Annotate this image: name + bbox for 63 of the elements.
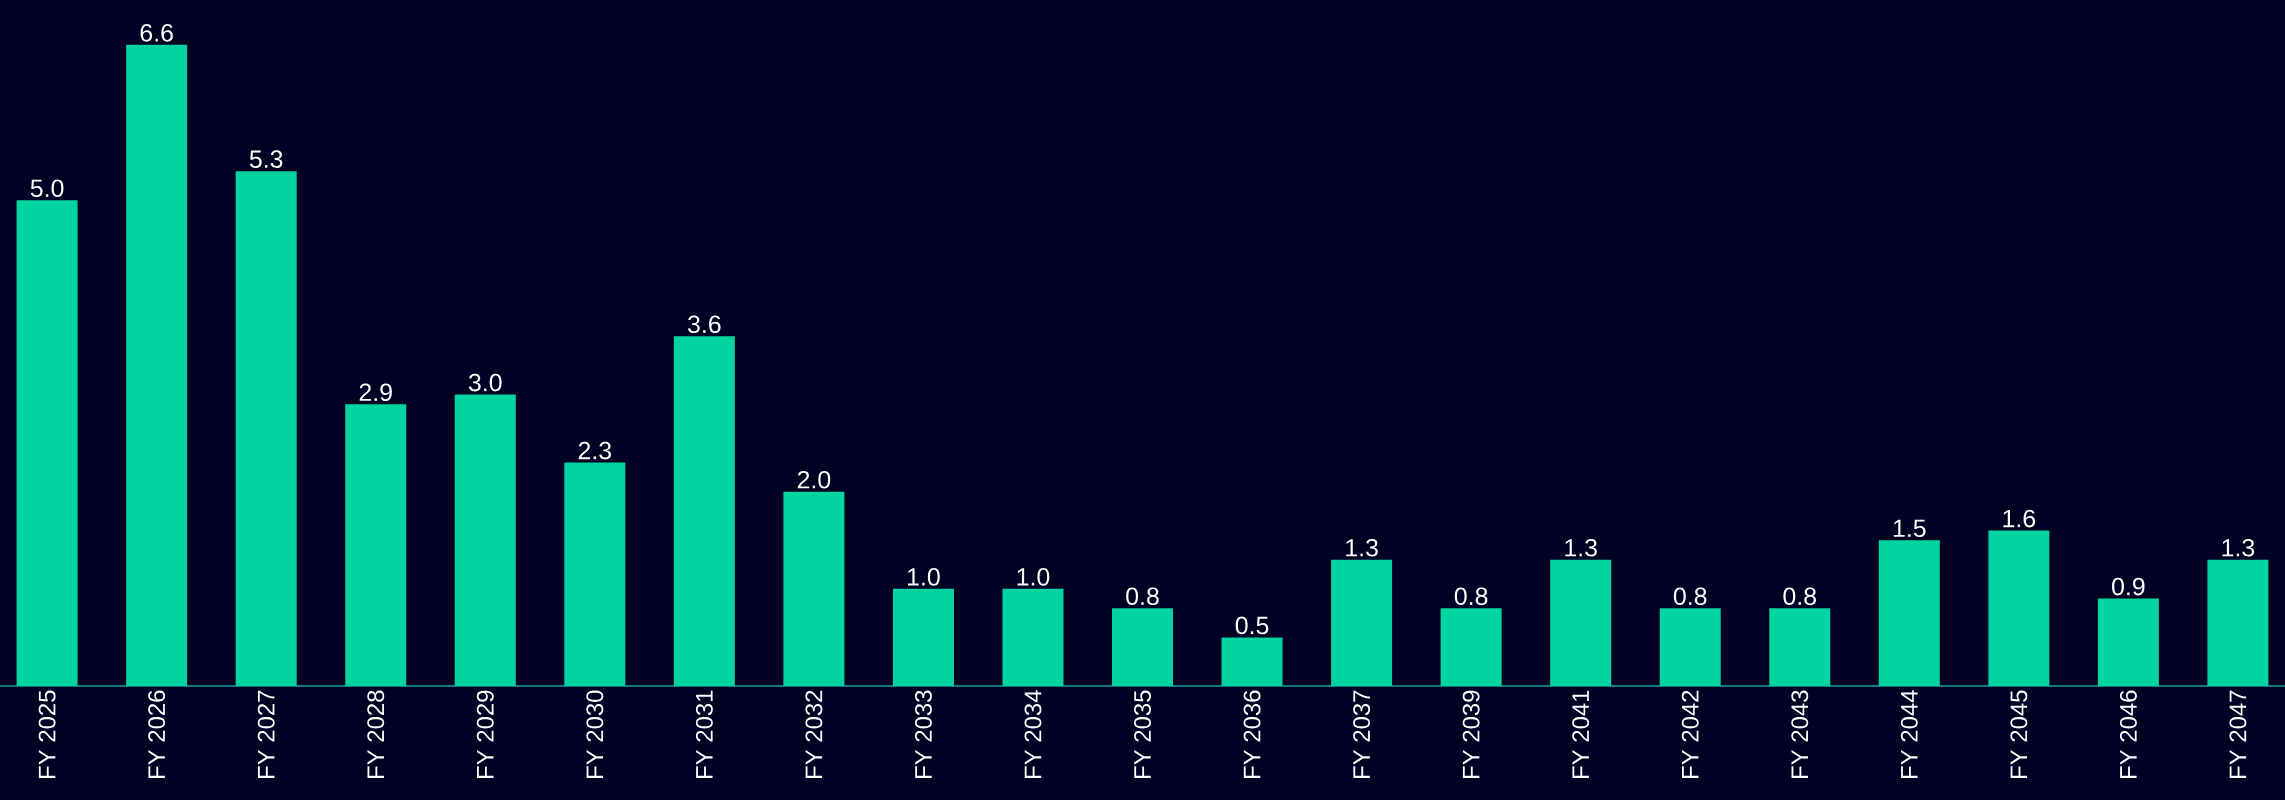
x-tick-label: FY 2025 — [38, 690, 56, 778]
bar — [1331, 559, 1393, 686]
bar — [1002, 588, 1064, 686]
bar — [126, 44, 188, 686]
x-tick-label: FY 2035 — [1134, 690, 1151, 778]
x-tick-label: FY 2044 — [1900, 690, 1918, 778]
data-label: 1.5 — [1893, 519, 1926, 538]
x-tick-label: FY 2036 — [1243, 690, 1261, 778]
x-tick-label: FY 2031 — [695, 690, 713, 778]
data-label: 2.0 — [797, 470, 831, 489]
x-tick-label: FY 2029 — [476, 690, 494, 778]
x-tick-label: FY 2032 — [805, 690, 823, 778]
bar — [345, 404, 407, 686]
data-label: 1.6 — [2003, 509, 2036, 528]
data-label: 3.6 — [687, 315, 721, 334]
data-label: 0.8 — [1126, 587, 1159, 606]
bar — [673, 336, 735, 686]
data-label: 2.3 — [578, 441, 612, 460]
data-label: 1.0 — [908, 568, 940, 586]
bar — [1221, 637, 1283, 686]
x-tick-label: FY 2046 — [2119, 690, 2137, 778]
x-tick-label: FY 2043 — [1791, 690, 1809, 778]
x-tick-label: FY 2041 — [1572, 690, 1590, 778]
bar — [16, 200, 78, 686]
data-label: 0.8 — [1783, 587, 1816, 606]
x-tick-label: FY 2037 — [1353, 690, 1371, 778]
bar — [235, 171, 297, 686]
bar — [1112, 608, 1174, 686]
x-tick-label: FY 2042 — [1681, 690, 1699, 778]
x-tick-label: FY 2047 — [2229, 690, 2247, 778]
bar — [783, 491, 845, 686]
data-label: 5.3 — [249, 150, 283, 168]
bar — [1440, 608, 1502, 686]
bar — [1659, 608, 1721, 686]
bar — [1988, 530, 2050, 686]
data-label: 6.6 — [140, 24, 173, 42]
bar — [1769, 608, 1831, 686]
data-label: 0.9 — [2112, 577, 2145, 596]
data-label: 0.8 — [1673, 587, 1707, 606]
x-tick-label: FY 2039 — [1462, 690, 1480, 778]
x-tick-label: FY 2028 — [367, 690, 385, 778]
data-label: 2.9 — [359, 383, 392, 402]
x-tick-label: FY 2034 — [1024, 690, 1042, 778]
data-label: 1.3 — [1565, 538, 1597, 557]
bar — [1550, 559, 1612, 686]
data-label: 1.0 — [1017, 568, 1050, 586]
data-label: 0.8 — [1454, 587, 1488, 606]
x-tick-label: FY 2045 — [2010, 690, 2028, 778]
bar — [564, 462, 626, 686]
data-label: 5.0 — [30, 179, 64, 198]
x-tick-label: FY 2030 — [586, 690, 604, 778]
data-label: 1.3 — [1346, 538, 1378, 557]
bar — [892, 588, 954, 686]
bar — [2207, 559, 2269, 686]
x-tick-label: FY 2033 — [914, 690, 932, 778]
data-label: 0.5 — [1235, 616, 1269, 635]
x-tick-label: FY 2027 — [257, 690, 275, 778]
data-label: 3.0 — [468, 373, 502, 392]
data-label: 1.3 — [2222, 538, 2255, 557]
x-tick-label: FY 2026 — [148, 690, 166, 778]
bar — [2097, 598, 2159, 686]
bar — [454, 394, 516, 686]
bar — [1878, 540, 1940, 686]
